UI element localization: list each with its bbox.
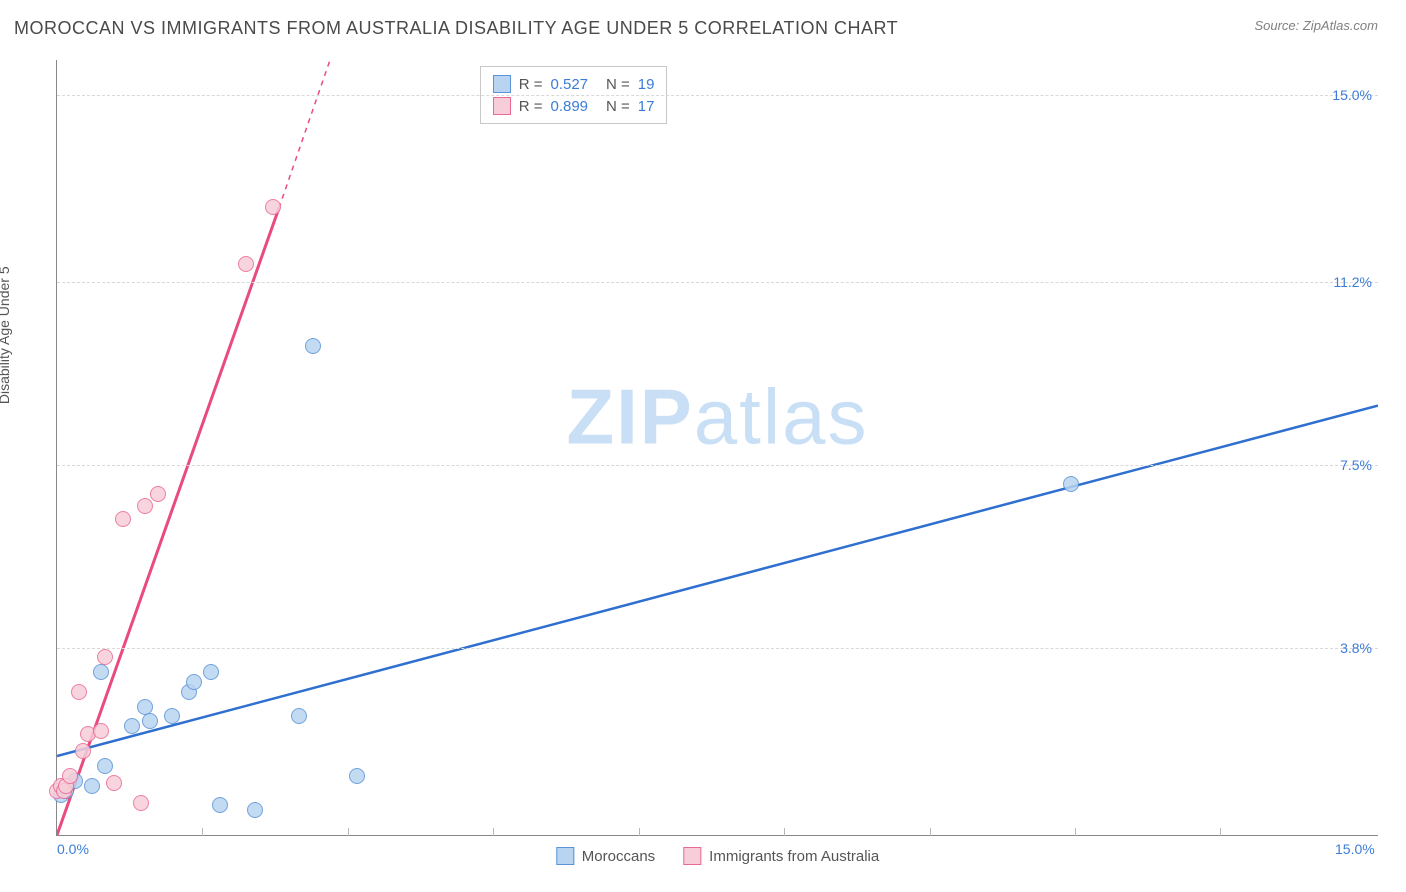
trend-lines — [57, 60, 1378, 835]
watermark: ZIPatlas — [566, 371, 868, 462]
legend-swatch — [556, 847, 574, 865]
r-value: 0.527 — [550, 76, 588, 93]
data-point — [186, 674, 202, 690]
gridline-vertical — [930, 828, 931, 836]
data-point — [212, 797, 228, 813]
gridline-horizontal — [57, 95, 1378, 96]
data-point — [142, 713, 158, 729]
y-tick-label: 15.0% — [1332, 87, 1372, 103]
legend-swatch — [683, 847, 701, 865]
data-point — [247, 802, 263, 818]
data-point — [106, 775, 122, 791]
gridline-vertical — [1220, 828, 1221, 836]
legend-item: Moroccans — [556, 847, 655, 865]
data-point — [137, 699, 153, 715]
x-tick-label: 0.0% — [57, 841, 89, 857]
gridline-horizontal — [57, 465, 1378, 466]
data-point — [93, 723, 109, 739]
source-prefix: Source: — [1254, 18, 1302, 33]
chart-container: Disability Age Under 5 ZIPatlas R =0.527… — [14, 50, 1392, 880]
data-point — [97, 758, 113, 774]
data-point — [349, 768, 365, 784]
legend-label: Moroccans — [582, 848, 655, 865]
n-value: 17 — [638, 98, 655, 115]
data-point — [291, 708, 307, 724]
data-point — [133, 795, 149, 811]
data-point — [84, 778, 100, 794]
gridline-vertical — [639, 828, 640, 836]
n-value: 19 — [638, 76, 655, 93]
data-point — [124, 718, 140, 734]
r-label: R = — [519, 76, 543, 93]
source-attribution: Source: ZipAtlas.com — [1254, 18, 1378, 33]
y-axis-label: Disability Age Under 5 — [0, 266, 12, 404]
data-point — [238, 256, 254, 272]
legend-item: Immigrants from Australia — [683, 847, 879, 865]
data-point — [71, 684, 87, 700]
r-value: 0.899 — [550, 98, 588, 115]
data-point — [265, 199, 281, 215]
stats-row: R = 0.527 N = 19 — [493, 73, 655, 95]
data-point — [75, 743, 91, 759]
y-tick-label: 3.8% — [1340, 640, 1372, 656]
data-point — [62, 768, 78, 784]
series-legend: Moroccans Immigrants from Australia — [556, 847, 879, 865]
data-point — [305, 338, 321, 354]
data-point — [164, 708, 180, 724]
y-tick-label: 7.5% — [1340, 457, 1372, 473]
watermark-bold: ZIP — [566, 372, 693, 460]
data-point — [115, 511, 131, 527]
header: MOROCCAN VS IMMIGRANTS FROM AUSTRALIA DI… — [0, 0, 1406, 45]
data-point — [150, 486, 166, 502]
stats-row: R = 0.899 N = 17 — [493, 95, 655, 117]
x-tick-label: 15.0% — [1335, 841, 1375, 857]
r-label: R = — [519, 98, 543, 115]
gridline-horizontal — [57, 648, 1378, 649]
gridline-vertical — [202, 828, 203, 836]
gridline-vertical — [348, 828, 349, 836]
data-point — [93, 664, 109, 680]
series-swatch — [493, 97, 511, 115]
n-label: N = — [606, 98, 630, 115]
gridline-vertical — [1075, 828, 1076, 836]
chart-title: MOROCCAN VS IMMIGRANTS FROM AUSTRALIA DI… — [14, 18, 898, 39]
data-point — [1063, 476, 1079, 492]
data-point — [137, 498, 153, 514]
legend-label: Immigrants from Australia — [709, 848, 879, 865]
data-point — [203, 664, 219, 680]
n-label: N = — [606, 76, 630, 93]
gridline-horizontal — [57, 282, 1378, 283]
gridline-vertical — [493, 828, 494, 836]
watermark-light: atlas — [694, 372, 869, 460]
source-link[interactable]: ZipAtlas.com — [1303, 18, 1378, 33]
gridline-vertical — [784, 828, 785, 836]
y-tick-label: 11.2% — [1333, 274, 1372, 290]
data-point — [97, 649, 113, 665]
series-swatch — [493, 75, 511, 93]
plot-area: ZIPatlas R =0.527N =19R =0.899N =17 Moro… — [56, 60, 1378, 836]
